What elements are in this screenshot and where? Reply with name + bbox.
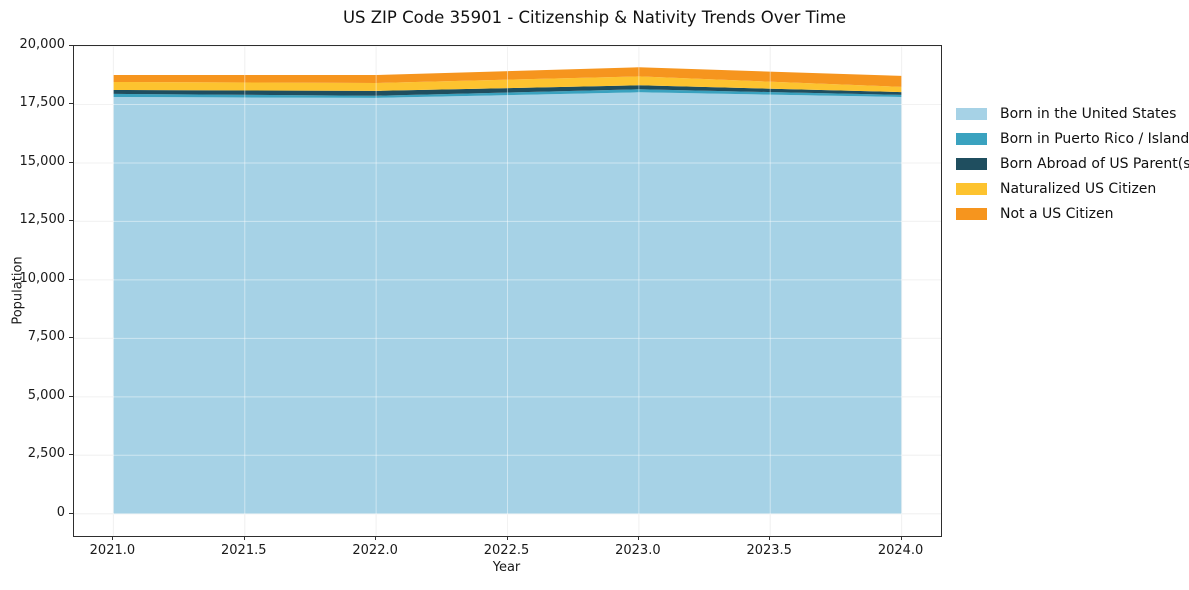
y-tick-mark (69, 278, 73, 280)
y-tick-mark (69, 220, 73, 222)
legend-row: Born in Puerto Rico / Islands (956, 126, 1189, 151)
y-tick-label: 15,000 (19, 153, 66, 169)
x-tick-mark (243, 536, 245, 540)
x-tick-mark (637, 536, 639, 540)
x-tick-mark (769, 536, 771, 540)
y-tick-label: 5,000 (27, 387, 65, 403)
x-tick-mark (506, 536, 508, 540)
x-tick-label: 2023.0 (615, 543, 661, 558)
chart-title: US ZIP Code 35901 - Citizenship & Nativi… (342, 8, 847, 27)
y-tick-mark (69, 161, 73, 163)
x-tick-mark (900, 536, 902, 540)
legend-label: Naturalized US Citizen (1000, 180, 1157, 197)
legend-label: Born in Puerto Rico / Islands (1000, 130, 1189, 147)
legend-label: Born in the United States (1000, 105, 1177, 122)
legend-swatch-icon (956, 157, 987, 170)
y-tick-mark (69, 512, 73, 514)
area-series-2 (113, 85, 902, 96)
y-tick-label: 20,000 (19, 37, 66, 52)
area-series-3 (113, 76, 902, 93)
legend-swatch-icon (956, 207, 987, 220)
stacked-area-plot (74, 46, 941, 536)
y-tick-mark (69, 337, 73, 339)
y-tick-mark (69, 45, 73, 46)
y-axis-label: Population (10, 256, 26, 325)
area-series-4 (113, 67, 902, 87)
legend: Born in the United States Born in Puerto … (956, 101, 1189, 226)
y-tick-label: 17,500 (19, 95, 66, 111)
plot-area (73, 45, 942, 537)
area-series-0 (113, 92, 902, 514)
x-tick-label: 2023.5 (746, 543, 792, 558)
legend-swatch-icon (956, 107, 987, 120)
x-tick-label: 2021.5 (221, 543, 267, 558)
area-series-1 (113, 89, 902, 98)
x-tick-label: 2022.5 (483, 543, 530, 558)
legend-row: Naturalized US Citizen (956, 176, 1189, 201)
x-tick-mark (375, 536, 377, 540)
y-tick-mark (69, 103, 73, 105)
x-tick-label: 2021.0 (89, 543, 136, 558)
x-tick-label: 2024.0 (877, 543, 924, 558)
legend-row: Born Abroad of US Parent(s) (956, 151, 1189, 176)
legend-row: Not a US Citizen (956, 201, 1189, 226)
x-axis-label: Year (492, 560, 521, 575)
y-tick-label: 10,000 (19, 270, 66, 286)
x-tick-mark (112, 536, 114, 540)
y-tick-label: 7,500 (27, 329, 65, 345)
y-tick-label: 12,500 (19, 212, 66, 228)
legend-swatch-icon (956, 132, 987, 145)
y-tick-mark (69, 454, 73, 456)
y-tick-mark (69, 395, 73, 397)
x-tick-label: 2022.0 (352, 543, 398, 558)
legend-swatch-icon (956, 182, 987, 195)
y-tick-label: 0 (56, 504, 65, 520)
legend-row: Born in the United States (956, 101, 1189, 126)
legend-label: Born Abroad of US Parent(s) (1000, 155, 1189, 172)
legend-label: Not a US Citizen (1000, 205, 1114, 222)
y-tick-label: 2,500 (27, 446, 65, 462)
